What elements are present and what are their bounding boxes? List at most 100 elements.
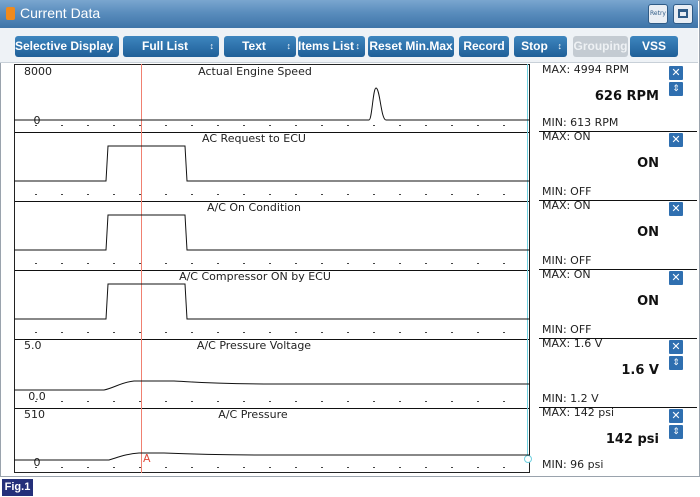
value-divider	[539, 338, 697, 339]
close-icon[interactable]: ✕	[669, 340, 683, 354]
y-axis-max-label: 5.0	[24, 339, 42, 352]
value-panel: MAX: 4994 RPM 626 RPM MIN: 613 RPM ✕ ⇕ MAX: O…	[539, 63, 697, 473]
value-divider	[539, 200, 697, 201]
current-value: ON	[637, 225, 659, 240]
panel-divider	[15, 339, 529, 340]
current-value: 1.6 V	[621, 363, 659, 378]
toolbar-button-label: Selective Display	[15, 39, 114, 53]
waveform-graph	[14, 87, 530, 126]
pressure-voltage-line	[14, 380, 530, 391]
max-value: MAX: 1.6 V	[542, 337, 603, 350]
panel-title: AC Request to ECU	[202, 132, 306, 145]
min-value: MIN: OFF	[542, 185, 592, 198]
tick-marks	[35, 263, 505, 264]
maximize-button[interactable]	[673, 4, 693, 24]
max-value: MAX: ON	[542, 130, 591, 143]
sort-icon[interactable]: ⇕	[669, 356, 683, 370]
toolbar-button-label: Items List	[298, 39, 355, 53]
dropdown-arrow-icon: ↕	[286, 41, 292, 51]
toolbar-button-reset-min-max[interactable]: Reset Min.Max	[368, 36, 454, 57]
waveform-graph	[14, 452, 530, 468]
waveform-graph	[14, 145, 530, 195]
sort-icon[interactable]: ⇕	[669, 425, 683, 439]
close-icon[interactable]: ✕	[669, 271, 683, 285]
tick-marks	[35, 401, 505, 402]
value-divider	[539, 131, 697, 132]
toolbar-button-label: VSS	[641, 39, 666, 53]
dropdown-arrow-icon: ↕	[355, 41, 361, 51]
tick-marks	[35, 332, 505, 333]
maximize-icon	[678, 9, 688, 18]
toolbar-button-vss[interactable]: VSS	[630, 36, 678, 57]
on-off-signal-line	[14, 283, 530, 320]
sort-icon[interactable]: ⇕	[669, 82, 683, 96]
y-axis-min-label: 0.0	[28, 390, 46, 403]
waveform-graph	[14, 283, 530, 333]
figure-label: Fig.1	[2, 479, 33, 496]
close-icon[interactable]: ✕	[669, 66, 683, 80]
value-divider	[539, 269, 697, 270]
cursor-line[interactable]	[141, 64, 142, 473]
toolbar-button-text[interactable]: Text ↕	[224, 36, 296, 57]
min-value: MIN: 96 psi	[542, 458, 604, 471]
panel-divider	[15, 408, 529, 409]
toolbar-button-stop[interactable]: Stop ↕	[514, 36, 567, 57]
panel-title: Actual Engine Speed	[198, 65, 312, 78]
dropdown-arrow-icon: ↕	[209, 41, 215, 51]
max-value: MAX: ON	[542, 268, 591, 281]
window-title: Current Data	[20, 5, 101, 21]
retry-label: Retry	[650, 10, 666, 17]
panel-title: A/C Compressor ON by ECU	[179, 270, 331, 283]
toolbar-button-label: Record	[463, 39, 505, 53]
engine-speed-line	[14, 87, 530, 121]
y-axis-max-label: 8000	[24, 65, 52, 78]
y-axis-max-label: 510	[24, 408, 45, 421]
current-data-icon	[6, 7, 15, 20]
max-value: MAX: 142 psi	[542, 406, 615, 419]
current-value: 626 RPM	[594, 89, 659, 104]
panel-title: A/C Pressure	[218, 408, 288, 421]
tick-marks	[35, 467, 505, 468]
toolbar-button-label: Text	[242, 39, 266, 53]
panel-title: A/C On Condition	[206, 201, 302, 214]
panel-title: A/C Pressure Voltage	[196, 339, 312, 352]
on-off-signal-line	[14, 214, 530, 251]
tick-marks	[35, 125, 505, 126]
close-icon[interactable]: ✕	[669, 202, 683, 216]
tick-marks	[35, 194, 505, 195]
current-value: ON	[637, 294, 659, 309]
toolbar-button-label: Full List	[142, 39, 188, 53]
close-icon[interactable]: ✕	[669, 409, 683, 423]
toolbar-button-full-list[interactable]: Full List ↕	[123, 36, 219, 57]
current-value: ON	[637, 156, 659, 171]
panel-divider	[15, 132, 529, 133]
toolbar-button-label: Stop	[521, 39, 548, 53]
max-value: MAX: ON	[542, 199, 591, 212]
min-value: MIN: 1.2 V	[542, 392, 599, 405]
toolbar-button-grouping[interactable]: Grouping	[573, 36, 628, 57]
toolbar-button-items-list[interactable]: Items List ↕	[298, 36, 365, 57]
close-icon[interactable]: ✕	[669, 133, 683, 147]
end-marker-line[interactable]	[527, 64, 528, 460]
dropdown-arrow-icon: ↕	[109, 41, 115, 51]
waveform-graph	[14, 214, 530, 264]
toolbar: Selective Display ↕ Full List ↕ Text ↕ Items L…	[0, 28, 698, 63]
toolbar-button-label: Reset Min.Max	[369, 39, 453, 53]
min-value: MIN: OFF	[542, 323, 592, 336]
toolbar-button-record[interactable]: Record	[459, 36, 509, 57]
waveform-graph	[14, 380, 530, 402]
panel-divider	[15, 270, 529, 271]
pressure-line	[14, 452, 530, 461]
on-off-signal-line	[14, 145, 530, 182]
value-divider	[539, 407, 697, 408]
panel-divider	[15, 201, 529, 202]
title-bar: Current Data Retry	[0, 0, 698, 28]
max-value: MAX: 4994 RPM	[542, 63, 630, 76]
current-value: 142 psi	[605, 432, 659, 447]
toolbar-button-selective-display[interactable]: Selective Display ↕	[15, 36, 119, 57]
graph-area	[14, 64, 530, 473]
min-value: MIN: 613 RPM	[542, 116, 619, 129]
min-value: MIN: OFF	[542, 254, 592, 267]
retry-button[interactable]: Retry	[648, 4, 668, 24]
